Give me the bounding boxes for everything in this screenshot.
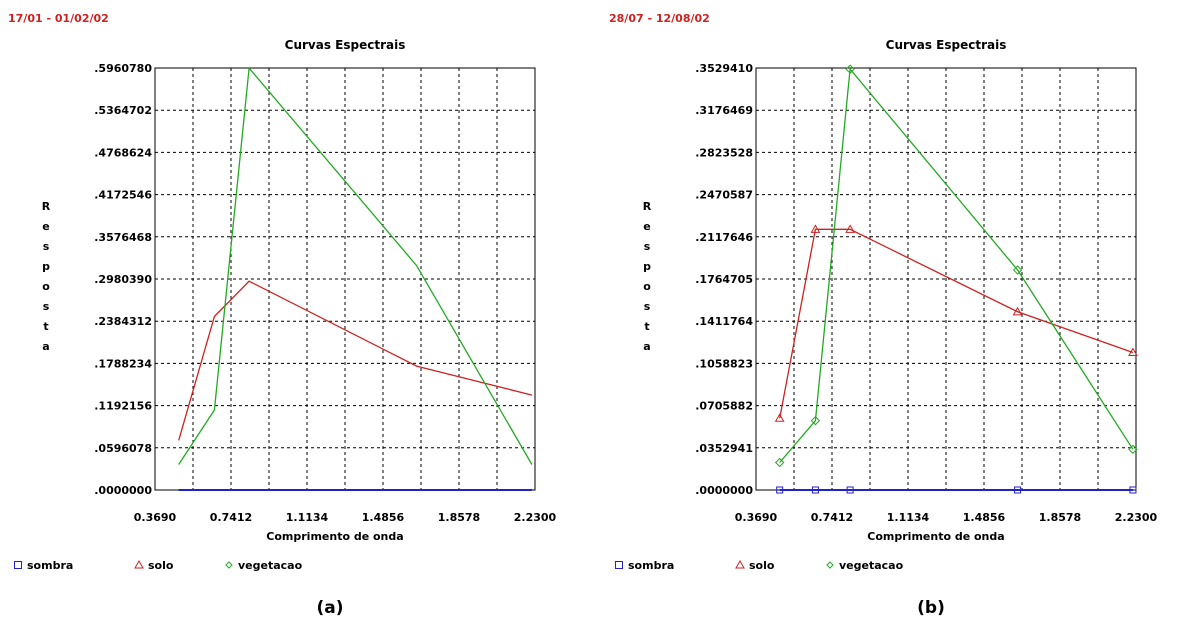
y-tick-label: .0000000: [695, 484, 753, 497]
series-line-vegetacao: [178, 66, 533, 465]
x-tick-label: 1.1134: [286, 511, 329, 524]
x-tick-label: 0.3690: [134, 511, 177, 524]
chart-panel-a: 17/01 - 01/02/02 Curvas Espectrais .000000…: [0, 0, 600, 620]
chart-title: Curvas Espectrais: [886, 38, 1007, 52]
y-tick-label: .1192156: [94, 400, 152, 413]
x-tick-label: 2.2300: [1115, 511, 1158, 524]
panel-label: (a): [316, 598, 343, 618]
y-tick-label: .0705882: [695, 400, 753, 413]
y-tick-label: .3576468: [94, 231, 152, 244]
legend-label-vegetacao: vegetacao: [839, 559, 904, 572]
data-point-solo: [1012, 306, 1023, 316]
data-point-sombra: [846, 486, 854, 494]
legend-label-solo: solo: [148, 559, 174, 572]
x-tick-label: 2.2300: [514, 511, 557, 524]
legend-marker-sombra: [615, 561, 623, 569]
data-point-solo: [810, 224, 821, 233]
data-point-sombra: [1129, 486, 1137, 494]
y-tick-label: .3176469: [695, 104, 753, 117]
legend-marker-solo: [134, 559, 144, 569]
legend-label-sombra: sombra: [27, 559, 73, 572]
legend-marker-sombra: [14, 561, 22, 569]
legend-label-solo: solo: [749, 559, 775, 572]
x-tick-label: 1.8578: [438, 511, 480, 524]
data-point-sombra: [1014, 486, 1022, 494]
y-tick-label: .1411764: [695, 315, 753, 328]
y-tick-label: .0352941: [695, 442, 753, 455]
y-tick-label: .5364702: [94, 104, 152, 117]
data-point-vegetacao: [1128, 444, 1138, 455]
chart-panel-b: 28/07 - 12/08/02 Curvas Espectrais .000000…: [601, 0, 1201, 620]
x-tick-label: 1.4856: [963, 511, 1006, 524]
y-tick-label: .4172546: [94, 189, 152, 202]
x-tick-label: 1.8578: [1039, 511, 1081, 524]
y-tick-label: .2117646: [695, 231, 753, 244]
chart-b-svg: 28/07 - 12/08/02 Curvas Espectrais .000000…: [609, 12, 1158, 618]
y-tick-label: .1788234: [94, 357, 152, 370]
data-point-sombra: [811, 486, 819, 494]
data-point-solo: [1128, 347, 1138, 356]
data-point-vegetacao: [1012, 265, 1023, 275]
series-line-solo: [178, 280, 533, 441]
y-tick-label: .4768624: [94, 146, 152, 159]
x-tick-label: 0.7412: [210, 511, 252, 524]
x-tick-label: 1.1134: [887, 511, 930, 524]
legend-marker-solo: [735, 559, 745, 569]
x-tick-label: 1.4856: [362, 511, 405, 524]
date-range: 17/01 - 01/02/02: [8, 12, 109, 25]
y-tick-label: .1058823: [695, 357, 753, 370]
data-point-vegetacao: [845, 64, 855, 74]
chart-a-svg: 17/01 - 01/02/02 Curvas Espectrais .000000…: [8, 12, 557, 618]
data-point-solo: [774, 413, 785, 422]
data-point-solo: [845, 224, 855, 233]
panel-label: (b): [917, 598, 945, 618]
legend-marker-vegetacao: [826, 561, 834, 569]
legend-marker-vegetacao: [225, 561, 233, 569]
y-tick-label: .3529410: [695, 62, 753, 75]
series-line-solo: [779, 228, 1134, 419]
x-tick-label: 0.3690: [735, 511, 778, 524]
x-axis-label: Comprimento de onda: [867, 530, 1004, 543]
data-point-vegetacao: [774, 457, 785, 468]
legend-label-sombra: sombra: [628, 559, 674, 572]
y-tick-label: .0596078: [94, 442, 152, 455]
date-range: 28/07 - 12/08/02: [609, 12, 710, 25]
series-line-vegetacao: [779, 67, 1134, 463]
y-tick-label: .0000000: [94, 484, 152, 497]
y-tick-label: .5960780: [94, 62, 152, 75]
x-tick-label: 0.7412: [811, 511, 853, 524]
data-point-vegetacao: [810, 415, 821, 426]
chart-title: Curvas Espectrais: [285, 38, 406, 52]
data-point-sombra: [776, 486, 784, 494]
x-axis-label: Comprimento de onda: [266, 530, 403, 543]
y-tick-label: .2823528: [695, 146, 753, 159]
y-tick-label: .2470587: [695, 189, 753, 202]
y-tick-label: .1764705: [695, 273, 753, 286]
y-tick-label: .2384312: [94, 315, 152, 328]
y-tick-label: .2980390: [94, 273, 152, 286]
legend-label-vegetacao: vegetacao: [238, 559, 303, 572]
